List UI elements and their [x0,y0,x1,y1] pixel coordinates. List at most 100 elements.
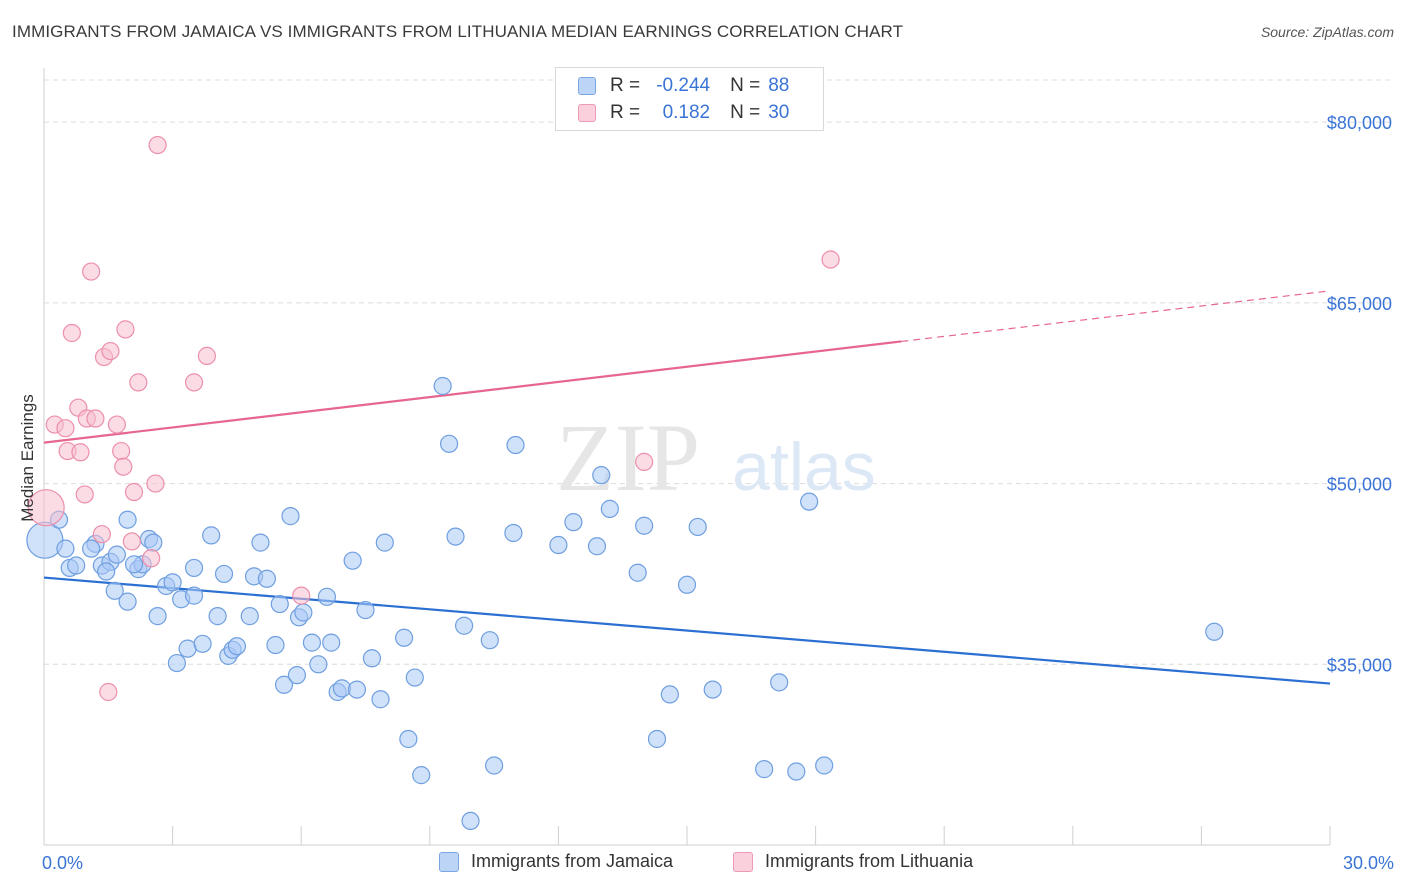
point-lithuania [112,441,131,461]
bottom-legend-jamaica: Immigrants from Jamaica [439,851,673,872]
point-jamaica [67,556,86,575]
bottom-legend-label-jamaica: Immigrants from Jamaica [471,851,674,871]
point-lithuania [146,474,165,493]
point-jamaica [461,811,480,831]
point-jamaica [787,762,806,781]
point-jamaica [266,635,285,655]
legend-swatch-lithuania [578,104,596,122]
point-lithuania [27,489,65,527]
stats-legend: R = -0.244 N = 88 R = 0.182 N = 30 [555,67,824,131]
point-jamaica [144,533,163,552]
legend-swatch-jamaica [578,77,596,95]
y-tick-label: $80,000 [1327,113,1392,133]
bottom-legend-label-lithuania: Immigrants from Lithuania [765,851,974,871]
point-lithuania [116,320,135,339]
data-points [26,135,1224,831]
point-jamaica [564,513,583,532]
x-tick-label: 30.0% [1343,853,1394,873]
point-jamaica [504,523,523,543]
point-jamaica [371,690,390,709]
y-axis-label: Median Earnings [18,394,37,522]
tick-labels: $35,000 $50,000 $65,000 $80,000 0.0% 30.0% [42,113,1394,873]
point-jamaica [446,527,465,546]
point-lithuania [86,409,105,428]
watermark-zip: ZIP [556,404,700,511]
point-jamaica [660,685,679,704]
point-jamaica [362,649,382,668]
point-lithuania [107,415,126,434]
point-lithuania [142,549,161,568]
trend-line-dashed [901,290,1331,343]
point-jamaica [202,526,221,545]
watermark: ZIP atlas [556,404,876,511]
point-jamaica [270,594,289,614]
legend-r-value-lithuania: 0.182 [662,102,711,123]
point-jamaica [688,517,707,537]
point-jamaica [677,575,697,594]
point-jamaica [184,586,204,605]
point-jamaica [628,563,647,582]
legend-n-label: N = [730,102,761,123]
point-jamaica [506,435,525,455]
point-jamaica [56,539,75,558]
point-jamaica [549,535,568,555]
point-jamaica [82,539,101,558]
point-jamaica [302,633,322,652]
point-lithuania [124,482,144,502]
point-lithuania [635,452,654,471]
watermark-atlas: atlas [732,429,876,505]
point-lithuania [71,443,90,462]
legend-r-label: R = [610,75,641,96]
point-jamaica [281,507,300,526]
point-jamaica [107,545,126,564]
point-jamaica [287,666,307,685]
legend-r-value-jamaica: -0.244 [656,75,711,96]
point-jamaica [214,564,234,584]
point-jamaica [118,592,137,611]
point-jamaica [322,633,341,652]
point-jamaica [148,607,167,626]
point-jamaica [600,499,619,518]
point-lithuania [197,346,216,365]
point-lithuania [99,682,118,702]
point-jamaica [124,555,144,574]
y-tick-label: $50,000 [1327,475,1392,495]
point-jamaica [485,756,504,775]
point-jamaica [240,607,259,626]
point-jamaica [208,607,227,626]
point-lithuania [92,525,111,544]
point-lithuania [56,419,75,438]
point-jamaica [405,668,424,687]
point-jamaica [343,551,362,570]
legend-n-value-jamaica: 88 [768,75,790,96]
point-jamaica [647,729,667,749]
point-jamaica [480,631,499,650]
source-note: Source: ZipAtlas.com [1260,24,1394,40]
point-jamaica [592,466,611,485]
point-jamaica [193,634,212,653]
legend-row-jamaica: R = -0.244 N = 88 [578,73,789,99]
bottom-legend-lithuania: Immigrants from Lithuania [733,851,973,872]
trend-lines [43,290,1331,685]
point-lithuania [101,341,120,361]
legend-n-label: N = [730,75,761,96]
point-jamaica [635,516,654,535]
point-jamaica [251,533,270,552]
trend-line-solid [43,340,902,444]
point-lithuania [184,373,204,392]
point-jamaica [1205,622,1224,641]
point-jamaica [294,603,313,622]
point-jamaica [105,581,124,600]
point-jamaica [587,537,607,556]
chart-title: IMMIGRANTS FROM JAMAICA VS IMMIGRANTS FR… [12,22,904,41]
point-jamaica [163,573,182,592]
point-lithuania [122,532,141,551]
point-lithuania [129,373,148,392]
legend-n-value-lithuania: 30 [768,102,790,123]
point-jamaica [800,492,819,511]
x-tick-label: 0.0% [42,853,83,873]
point-jamaica [118,510,137,529]
point-lithuania [821,250,840,269]
trend-line [43,576,1331,685]
